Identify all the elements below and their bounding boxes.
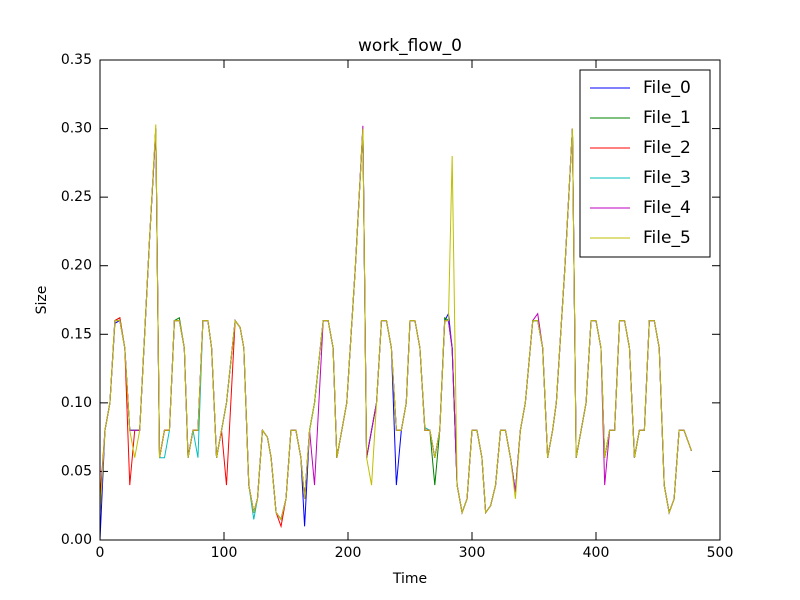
y-tick-label: 0.00 <box>61 532 92 548</box>
y-tick-label: 0.10 <box>61 395 92 411</box>
x-axis-label: Time <box>392 571 427 587</box>
legend-label: File_2 <box>643 138 691 158</box>
legend-label: File_3 <box>643 168 691 188</box>
y-tick-label: 0.35 <box>61 52 92 68</box>
legend-box <box>579 69 711 258</box>
y-tick-label: 0.15 <box>61 326 92 342</box>
x-tick-label: 300 <box>459 545 486 561</box>
y-tick-label: 0.25 <box>61 189 92 205</box>
legend-label: File_5 <box>643 228 691 248</box>
y-tick-label: 0.20 <box>61 258 92 274</box>
chart-title: work_flow_0 <box>358 36 462 56</box>
legend-label: File_4 <box>643 198 691 218</box>
y-axis-label: Size <box>34 286 50 315</box>
x-tick-label: 500 <box>707 545 734 561</box>
legend-label: File_0 <box>643 78 691 98</box>
series-line <box>99 124 692 521</box>
x-tick-label: 0 <box>96 545 105 561</box>
y-tick-label: 0.05 <box>61 463 92 479</box>
legend-label: File_1 <box>643 108 691 128</box>
legend: File_0 File_1 File_2 File_3 File_4 File_5 <box>579 69 711 258</box>
y-tick-label: 0.30 <box>61 121 92 137</box>
x-tick-label: 100 <box>211 545 238 561</box>
x-tick-label: 200 <box>335 545 362 561</box>
plot-frame <box>99 59 721 541</box>
x-tick-label: 400 <box>583 545 610 561</box>
